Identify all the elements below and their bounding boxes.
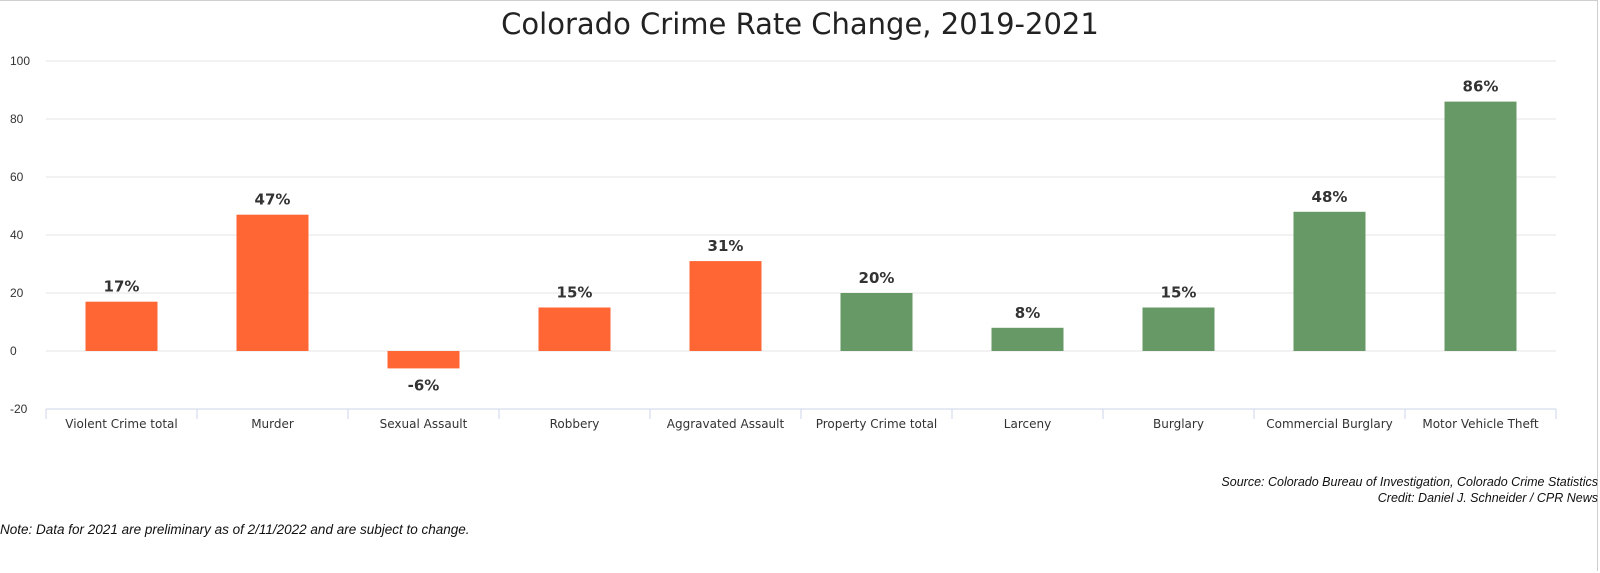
data-label: 48% bbox=[1312, 188, 1348, 206]
data-label: 8% bbox=[1015, 304, 1040, 322]
bar bbox=[1142, 307, 1215, 351]
x-tick-label: Burglary bbox=[1153, 417, 1204, 431]
data-label: 86% bbox=[1463, 78, 1499, 96]
data-note: Note: Data for 2021 are preliminary as o… bbox=[0, 522, 470, 537]
data-label: 17% bbox=[104, 278, 140, 296]
chart-title: Colorado Crime Rate Change, 2019-2021 bbox=[501, 7, 1099, 41]
bars bbox=[85, 101, 1517, 369]
data-label: 47% bbox=[255, 191, 291, 209]
y-tick-label: 60 bbox=[10, 170, 24, 184]
y-tick-label: 0 bbox=[10, 344, 17, 358]
y-tick-label: 40 bbox=[10, 228, 24, 242]
data-label: 20% bbox=[859, 269, 895, 287]
y-tick-label: 80 bbox=[10, 112, 24, 126]
bar bbox=[85, 301, 158, 351]
bar bbox=[538, 307, 611, 351]
bar bbox=[1293, 211, 1366, 351]
y-tick-label: 20 bbox=[10, 286, 24, 300]
x-tick-label: Motor Vehicle Theft bbox=[1422, 417, 1539, 431]
data-label: 15% bbox=[557, 284, 593, 302]
credit-note: Credit: Daniel J. Schneider / CPR News bbox=[1377, 491, 1598, 505]
bar bbox=[236, 214, 309, 351]
bar bbox=[840, 293, 913, 351]
y-tick-label: 100 bbox=[10, 54, 30, 68]
x-tick-label: Larceny bbox=[1004, 417, 1051, 431]
y-tick-label: -20 bbox=[10, 402, 28, 416]
x-tick-label: Aggravated Assault bbox=[667, 417, 785, 431]
bar bbox=[689, 261, 762, 351]
bar bbox=[1444, 101, 1517, 351]
x-axis: Violent Crime total Murder Sexual Assault R… bbox=[45, 408, 1557, 431]
x-tick-label: Robbery bbox=[550, 417, 600, 431]
bar bbox=[387, 351, 460, 369]
data-label: 15% bbox=[1161, 284, 1197, 302]
source-note: Source: Colorado Bureau of Investigation… bbox=[1221, 475, 1598, 489]
bar bbox=[991, 327, 1064, 351]
x-tick-label: Murder bbox=[251, 417, 294, 431]
x-tick-label: Sexual Assault bbox=[380, 417, 468, 431]
x-tick-label: Property Crime total bbox=[816, 417, 938, 431]
x-tick-label: Violent Crime total bbox=[65, 417, 177, 431]
data-labels: 17% 47% -6% 15% 31% 20% 8% 15% 48% 86% bbox=[104, 78, 1499, 395]
x-tick-label: Commercial Burglary bbox=[1266, 417, 1393, 431]
data-label: -6% bbox=[408, 376, 440, 394]
y-axis-ticks: -20 0 20 40 60 80 100 bbox=[10, 54, 30, 416]
data-label: 31% bbox=[708, 237, 744, 255]
